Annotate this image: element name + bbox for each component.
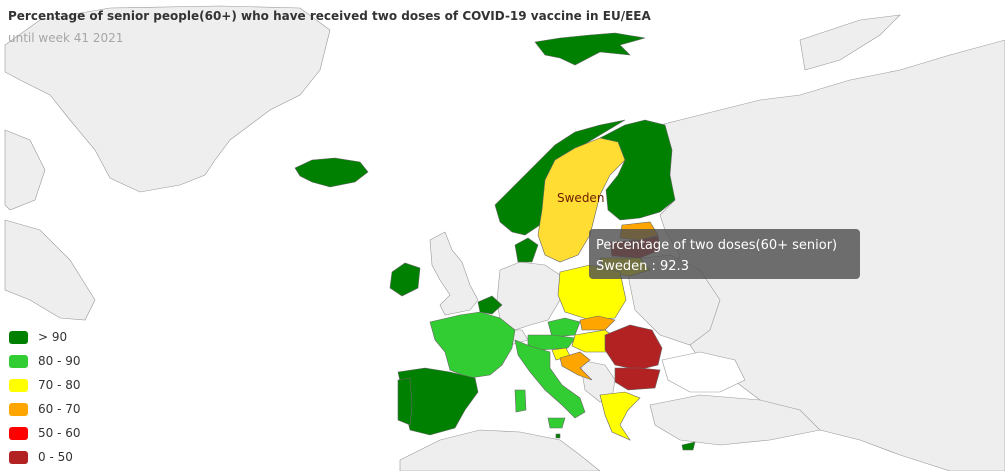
country-sweden[interactable] (537, 137, 626, 263)
legend-label: 60 - 70 (38, 402, 81, 416)
country-norway[interactable] (494, 119, 626, 236)
legend-swatch (9, 402, 28, 416)
country-ireland[interactable] (389, 262, 421, 297)
legend-item-0-50[interactable]: 0 - 50 (9, 445, 81, 469)
country-italy[interactable] (514, 339, 586, 419)
country-sicily[interactable] (547, 417, 566, 429)
legend-item-50-60[interactable]: 50 - 60 (9, 421, 81, 445)
country-sardinia[interactable] (514, 389, 527, 413)
tooltip-value: Sweden : 92.3 (596, 259, 689, 274)
country-croatia[interactable] (559, 351, 593, 381)
country-portugal[interactable] (397, 377, 413, 426)
country-slovakia[interactable] (579, 315, 616, 331)
legend-item-80-90[interactable]: 80 - 90 (9, 349, 81, 373)
country-belgium[interactable] (477, 295, 503, 315)
country-bulgaria[interactable] (614, 367, 661, 391)
country-greece[interactable] (599, 391, 641, 441)
land-novaya-zemlya (799, 14, 901, 71)
legend-swatch (9, 450, 28, 464)
map-subtitle: until week 41 2021 (8, 31, 124, 45)
country-romania[interactable] (604, 324, 663, 371)
legend-label: > 90 (38, 330, 68, 344)
land-greenland (4, 5, 331, 193)
legend-label: 80 - 90 (38, 354, 81, 368)
country-svalbard[interactable] (534, 32, 646, 66)
background-land (4, 5, 1005, 471)
country-malta[interactable] (555, 433, 561, 439)
country-czechia[interactable] (547, 317, 581, 338)
legend-swatch (9, 330, 28, 344)
legend-swatch (9, 378, 28, 392)
country-denmark[interactable] (514, 237, 539, 263)
tooltip-heading: Percentage of two doses(60+ senior) (596, 238, 838, 253)
land-great-britain (429, 231, 479, 316)
country-cyprus[interactable] (681, 441, 696, 451)
land-turkey (649, 394, 821, 446)
legend-item-gt90[interactable]: > 90 (9, 325, 81, 349)
legend-label: 50 - 60 (38, 426, 81, 440)
legend: > 90 80 - 90 70 - 80 60 - 70 50 - 60 0 -… (9, 325, 81, 469)
legend-item-60-70[interactable]: 60 - 70 (9, 397, 81, 421)
country-finland[interactable] (599, 119, 676, 221)
land-canada-east (4, 219, 96, 321)
legend-swatch (9, 354, 28, 368)
land-north-africa (399, 429, 601, 471)
country-france[interactable] (429, 311, 516, 379)
legend-item-70-80[interactable]: 70 - 80 (9, 373, 81, 397)
legend-label: 0 - 50 (38, 450, 73, 464)
country-iceland[interactable] (294, 157, 369, 188)
map-tooltip: Percentage of two doses(60+ senior) Swed… (589, 229, 860, 279)
country-label-sweden: Sweden (557, 191, 605, 205)
land-germany (496, 261, 561, 331)
legend-label: 70 - 80 (38, 378, 81, 392)
land-canada-arctic (4, 129, 46, 211)
legend-swatch (9, 426, 28, 440)
black-sea (661, 351, 746, 393)
map-title: Percentage of senior people(60+) who hav… (8, 9, 651, 23)
